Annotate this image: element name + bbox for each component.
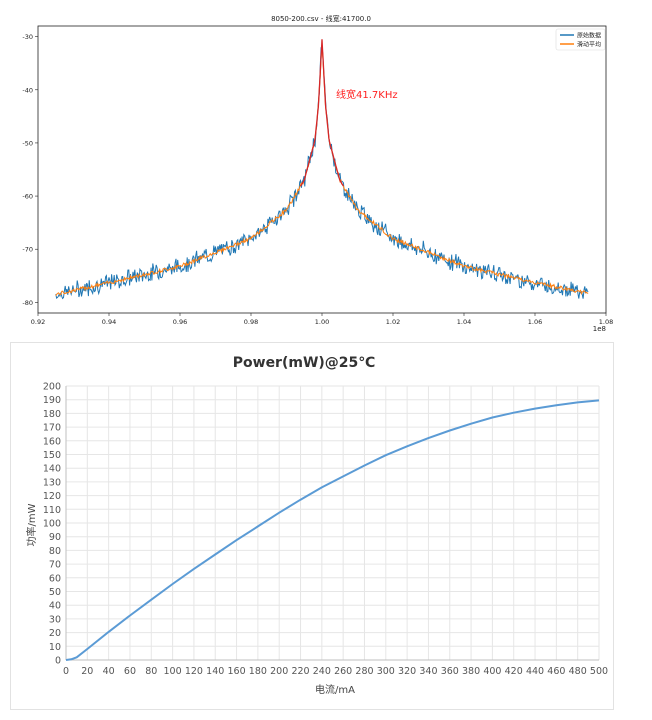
y-tick-label: 110 [43,505,61,516]
y-tick-label: 130 [43,477,61,488]
x-tick-label: 120 [185,666,203,677]
y-tick-label: 200 [43,382,61,393]
x-tick-label: 180 [249,666,267,677]
x-tick-label: 440 [526,666,544,677]
x-tick-label: 1.02 [386,318,400,326]
y-tick-label: 0 [55,656,61,667]
x-tick-label: 0.92 [31,318,45,326]
y-tick-label: -70 [22,246,33,254]
series-raw-line [55,44,589,300]
chart-title: Power(mW)@25℃ [233,355,376,371]
x-tick-label: 1.06 [528,318,542,326]
y-tick-label: 190 [43,395,61,406]
legend: 原始数据 滑动平均 [555,28,606,51]
series-smooth-line [55,44,589,297]
y-tick-label: 170 [43,423,61,434]
x-tick-label: 1.08 [599,318,613,326]
x-tick-label: 340 [419,666,437,677]
x-tick-label: 240 [313,666,331,677]
x-tick-label: 400 [483,666,501,677]
y-tick-label: 160 [43,436,61,447]
x-tick-label: 40 [103,666,115,677]
x-tick-label: 60 [124,666,136,677]
x-tick-label: 0.98 [244,318,258,326]
y-axis-label: 功率/mW [25,503,38,546]
x-tick-label: 200 [270,666,288,677]
legend-label-raw: 原始数据 [577,32,601,40]
y-tick-label: 30 [49,614,61,625]
x-tick-label: 220 [291,666,309,677]
x-tick-label: 320 [398,666,416,677]
y-tick-label: 140 [43,464,61,475]
linewidth-annotation: 线宽41.7KHz [336,88,398,101]
x-tick-label: 80 [145,666,157,677]
x-scale-label: 1e8 [593,325,606,333]
x-tick-label: 0.96 [173,318,187,326]
x-tick-label: 300 [377,666,395,677]
y-tick-label: -60 [22,193,33,201]
x-axis-label: 电流/mA [315,683,355,696]
y-tick-label: 120 [43,491,61,502]
power-chart: Power(mW)@25℃ 0 10 20 30 40 50 60 70 80 90 100 110 1… [25,355,608,696]
y-tick-label: -30 [22,33,33,41]
x-tick-label: 480 [569,666,587,677]
y-tick-label: 150 [43,450,61,461]
x-tick-label: 1.04 [457,318,471,326]
y-tick-label: 10 [49,642,61,653]
y-tick-label: 40 [49,601,61,612]
linewidth-chart-panel: 8050-200.csv - 线宽:41700.0 -30 -40 -50 -60 -7… [0,0,652,340]
x-tick-label: 160 [227,666,245,677]
y-tick-label: 90 [49,532,61,543]
x-tick-label: 420 [505,666,523,677]
y-tick-label: 100 [43,519,61,530]
power-chart-panel: Power(mW)@25℃ 0 10 20 30 40 50 60 70 80 90 100 110 1… [10,342,614,710]
x-tick-label: 0.94 [102,318,116,326]
y-tick-label: 20 [49,628,61,639]
legend-label-smooth: 滑动平均 [577,41,601,49]
y-tick-label: 80 [49,546,61,557]
y-tick-label: -50 [22,139,33,147]
x-tick-label: 380 [462,666,480,677]
x-tick-label: 260 [334,666,352,677]
y-tick-label: 60 [49,573,61,584]
x-tick-label: 460 [547,666,565,677]
chart-title: 8050-200.csv - 线宽:41700.0 [271,14,371,23]
power-series-line [65,399,600,661]
x-tick-label: 360 [441,666,459,677]
x-tick-label: 100 [164,666,182,677]
x-tick-label: 280 [355,666,373,677]
x-tick-label: 0 [63,666,69,677]
linewidth-chart: 8050-200.csv - 线宽:41700.0 -30 -40 -50 -60 -7… [22,14,613,333]
y-tick-label: 50 [49,587,61,598]
x-tick-label: 140 [206,666,224,677]
peak-fit-line [300,39,344,187]
y-tick-label: 70 [49,560,61,571]
y-tick-label: -80 [22,299,33,307]
y-tick-label: 180 [43,409,61,420]
x-tick-label: 20 [81,666,93,677]
plot-frame [37,25,607,314]
x-tick-label: 500 [590,666,608,677]
y-tick-label: -40 [22,86,33,94]
x-tick-label: 1.00 [315,318,329,326]
